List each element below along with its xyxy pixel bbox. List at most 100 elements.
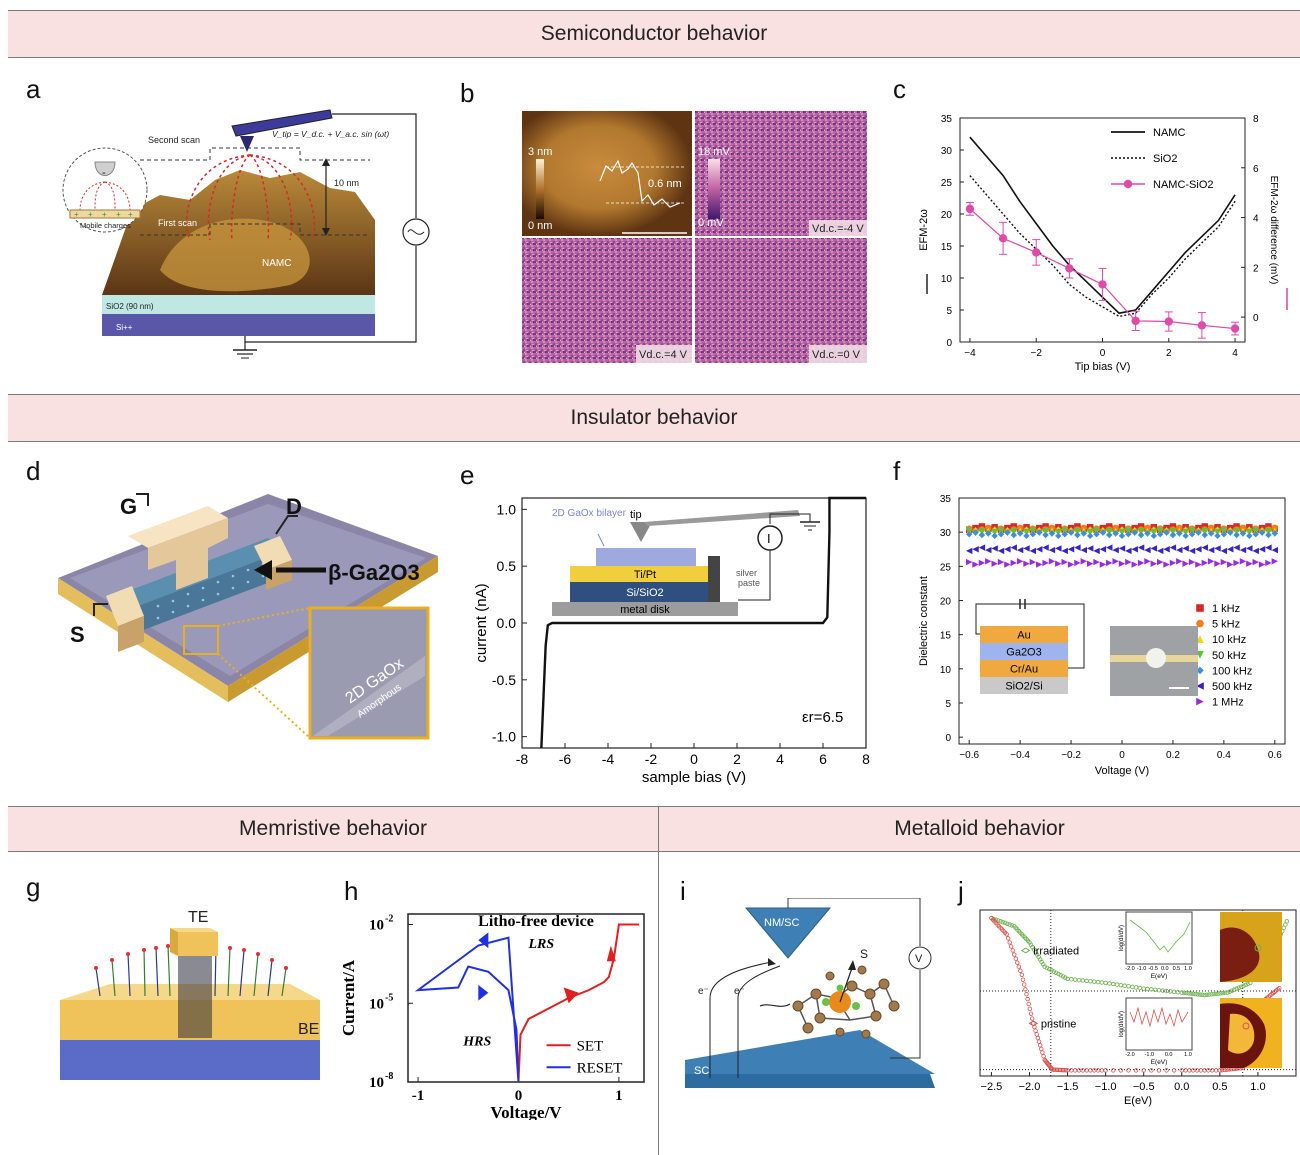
data-point [1191,991,1196,997]
data-point [1067,546,1075,553]
data-point [1188,527,1196,534]
x-tick-label: −1.5 [1057,1081,1079,1093]
data-point [972,529,979,536]
data-point [1114,982,1120,987]
data-point [1063,975,1068,980]
potential-colorbar [708,159,720,219]
data-point [1067,529,1075,536]
inset-stack-layer [980,660,1068,677]
electron-label: e⁻ [698,986,709,997]
data-point [1126,984,1131,989]
data-point [1018,968,1023,973]
y-tick-label: 10 [940,665,952,676]
data-point [1084,978,1089,984]
spin-label: S [860,947,868,961]
data-point [1233,531,1240,539]
data-point [1182,545,1189,552]
panel-i-stm-schematic: SC NM/SC V S e⁻ e⁻ [685,898,935,1088]
data-point [1195,529,1202,536]
data-point [1175,990,1181,995]
data-point [1141,986,1146,991]
panel-label-d: d [26,456,41,486]
y-tick-label: 0.5 [497,558,517,574]
data-point [1049,1066,1054,1071]
gate-electrode [128,506,228,548]
data-point [1010,948,1015,953]
data-point [1126,1068,1131,1073]
data-point [1118,560,1126,567]
data-point [1088,979,1093,984]
data-point [1201,559,1208,567]
legend-marker [1196,666,1204,675]
x-tick-label: -1 [412,1088,425,1104]
mv-top-label: 18 mV [698,146,730,158]
y-tick-label: 0 [945,733,951,744]
x-tick-label: −4 [964,348,976,359]
data-point [991,545,998,552]
data-point [1144,546,1151,554]
y-tick-label: -0.5 [492,672,516,688]
panel-c-chart: −4 −2 0 2 4 0 5 10 15 20 25 30 35 0 2 4 6 8 Tip bias (V) EF… [918,114,1288,373]
plot-frame [407,913,645,1083]
x-tick-label: 4 [1232,348,1238,359]
data-point [1093,527,1100,534]
data-point [1111,981,1116,987]
data-point [1076,977,1082,983]
data-point [1036,546,1043,553]
voltmeter-icon [908,946,932,970]
legend-marker [1196,682,1204,690]
inset-tip [630,522,652,542]
data-point [1084,1068,1089,1073]
data-point [1150,532,1158,540]
data-point [1265,531,1272,539]
data-point [1106,559,1113,567]
mobile-charge-plus: + [74,210,79,219]
data-point [1176,546,1183,554]
x-axis-label: Voltage (V) [1095,765,1149,777]
data-point [1056,971,1061,977]
data-point [1016,530,1024,537]
data-point [1007,940,1012,945]
data-point [991,916,996,922]
x-tick-label: 1 [615,1088,623,1104]
data-point [1137,985,1143,991]
data-point [1086,545,1094,552]
panel-d-transistor-schematic: G D S β-Ga2O3 2D GaOx Amorphous [58,493,438,740]
inset-disk-label: metal disk [620,604,670,616]
data-point [1106,528,1113,535]
drain-electrode [254,536,292,570]
x-tick-label: -6 [559,751,572,767]
data-point [1197,992,1203,997]
inset-pristine-curve [1129,1006,1189,1028]
first-scan-label: First scan [158,218,197,228]
data-point [978,531,986,539]
data-point [1057,1067,1063,1073]
data-point [1112,546,1119,554]
data-point [1218,991,1223,996]
legend-label: 10 kHz [1212,634,1246,646]
legend-label: NAMC-SiO2 [1153,179,1214,191]
substrate [685,1030,935,1074]
y-right-tick-label: 6 [1253,164,1259,175]
series-set-line [517,923,639,1083]
inset-stack-layer [980,626,1068,643]
si-label: Si++ [116,323,133,332]
y-tick-label: 5 [945,699,951,710]
inset-silver-paste [708,556,720,602]
data-point [1004,932,1009,937]
data-point [1118,982,1124,988]
data-point [1036,529,1043,536]
data-point [1213,991,1219,997]
data-point [1150,545,1158,552]
data-point [965,558,973,566]
data-point [1016,558,1024,565]
legend-label: 1 kHz [1212,603,1240,615]
data-point [1207,558,1215,565]
data-point [1220,547,1228,555]
data-point [1236,985,1242,990]
inset-pristine-ylabel: log(dI/dV) [1119,1011,1125,1037]
data-point [1214,528,1221,536]
data-point [1157,558,1164,566]
data-point [1214,532,1221,540]
inset-wire [738,550,771,601]
